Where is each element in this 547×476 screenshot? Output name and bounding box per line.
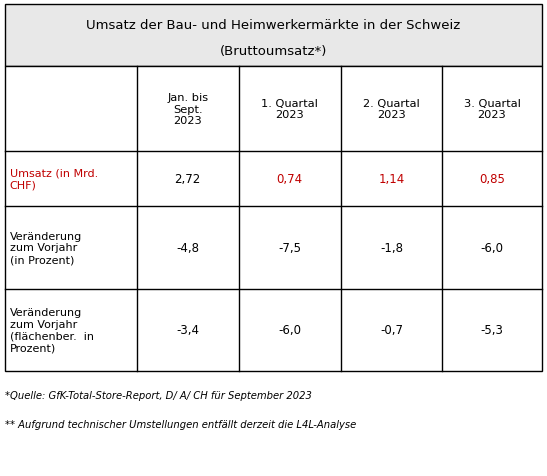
Text: 0,85: 0,85 (479, 173, 505, 186)
Text: 1. Quartal
2023: 1. Quartal 2023 (261, 99, 318, 120)
Text: -1,8: -1,8 (380, 241, 403, 254)
Text: Veränderung
zum Vorjahr
(flächenber.  in
Prozent): Veränderung zum Vorjahr (flächenber. in … (10, 308, 94, 353)
Bar (5, 5, 542, 67)
Text: Jan. bis
Sept.
2023: Jan. bis Sept. 2023 (167, 93, 208, 126)
Text: 3. Quartal
2023: 3. Quartal 2023 (463, 99, 520, 120)
Bar (5, 67, 542, 371)
Text: -3,4: -3,4 (176, 324, 199, 337)
Text: -6,0: -6,0 (278, 324, 301, 337)
Text: Umsatz der Bau- und Heimwerkermärkte in der Schweiz: Umsatz der Bau- und Heimwerkermärkte in … (86, 19, 461, 32)
Text: -7,5: -7,5 (278, 241, 301, 254)
Text: -0,7: -0,7 (380, 324, 403, 337)
Text: Umsatz (in Mrd.
CHF): Umsatz (in Mrd. CHF) (10, 169, 98, 190)
Text: *Quelle: GfK-Total-Store-Report, D/ A/ CH für September 2023: *Quelle: GfK-Total-Store-Report, D/ A/ C… (5, 390, 312, 400)
Text: -6,0: -6,0 (480, 241, 503, 254)
Text: ** Aufgrund technischer Umstellungen entfällt derzeit die L4L-Analyse: ** Aufgrund technischer Umstellungen ent… (5, 419, 357, 428)
Text: -5,3: -5,3 (480, 324, 503, 337)
Text: (Bruttoumsatz*): (Bruttoumsatz*) (220, 45, 327, 58)
Text: 1,14: 1,14 (379, 173, 405, 186)
Text: Veränderung
zum Vorjahr
(in Prozent): Veränderung zum Vorjahr (in Prozent) (10, 231, 82, 265)
Text: 0,74: 0,74 (277, 173, 302, 186)
Text: 2. Quartal
2023: 2. Quartal 2023 (363, 99, 420, 120)
Text: -4,8: -4,8 (176, 241, 199, 254)
Text: 2,72: 2,72 (174, 173, 201, 186)
